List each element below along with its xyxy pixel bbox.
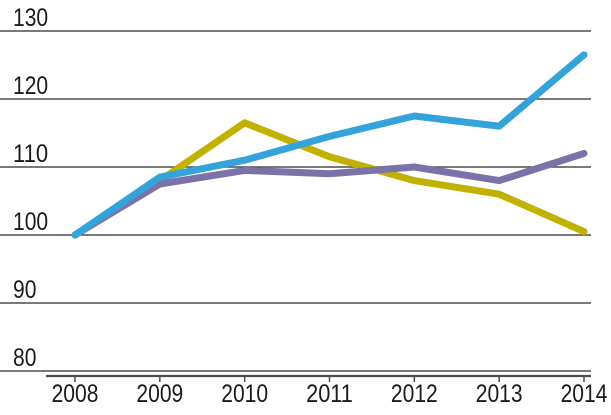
y-tick-label-100: 100 bbox=[13, 208, 48, 236]
x-tick-label-2013: 2013 bbox=[476, 380, 523, 408]
y-tick-label-90: 90 bbox=[13, 276, 36, 304]
y-tick-label-110: 110 bbox=[13, 140, 48, 168]
y-tick-label-120: 120 bbox=[13, 72, 48, 100]
x-tick-label-2014: 2014 bbox=[561, 380, 608, 408]
x-tick-label-2010: 2010 bbox=[221, 380, 268, 408]
series-blue-line bbox=[71, 51, 588, 239]
x-tick-label-2009: 2009 bbox=[136, 380, 183, 408]
x-tick-label-2008: 2008 bbox=[52, 380, 99, 408]
x-tick-label-2011: 2011 bbox=[306, 380, 353, 408]
y-tick-label-80: 80 bbox=[13, 344, 36, 372]
y-tick-label-130: 130 bbox=[13, 4, 48, 32]
series-purple-line bbox=[71, 149, 588, 239]
x-tick-label-2012: 2012 bbox=[391, 380, 438, 408]
